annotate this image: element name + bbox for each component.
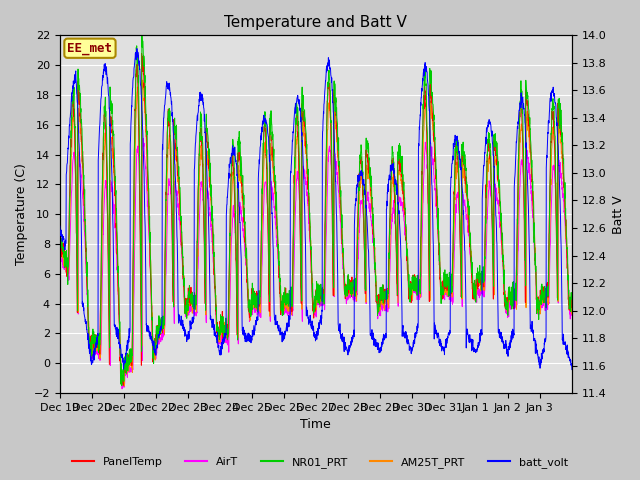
- AM25T_PRT: [56, 238, 63, 243]
- AM25T_PRT: [568, 308, 576, 313]
- PanelTemp: [218, 322, 226, 328]
- Line: batt_volt: batt_volt: [60, 48, 572, 370]
- AirT: [118, 386, 126, 392]
- AirT: [56, 247, 63, 253]
- batt_volt: [346, 344, 354, 350]
- PanelTemp: [107, 123, 115, 129]
- NR01_PRT: [561, 180, 569, 185]
- Line: NR01_PRT: NR01_PRT: [60, 36, 572, 385]
- X-axis label: Time: Time: [300, 419, 331, 432]
- NR01_PRT: [470, 285, 478, 290]
- batt_volt: [499, 337, 506, 343]
- AM25T_PRT: [139, 77, 147, 83]
- PanelTemp: [138, 51, 145, 57]
- NR01_PRT: [568, 296, 576, 302]
- PanelTemp: [499, 257, 507, 263]
- AirT: [140, 135, 147, 141]
- NR01_PRT: [118, 383, 125, 388]
- AM25T_PRT: [470, 287, 478, 292]
- PanelTemp: [120, 383, 127, 388]
- NR01_PRT: [347, 283, 355, 288]
- AirT: [218, 334, 226, 339]
- Line: AirT: AirT: [60, 138, 572, 389]
- PanelTemp: [568, 290, 576, 296]
- Title: Temperature and Batt V: Temperature and Batt V: [225, 15, 407, 30]
- Y-axis label: Temperature (C): Temperature (C): [15, 163, 28, 265]
- Legend: PanelTemp, AirT, NR01_PRT, AM25T_PRT, batt_volt: PanelTemp, AirT, NR01_PRT, AM25T_PRT, ba…: [68, 452, 572, 472]
- batt_volt: [107, 144, 115, 150]
- NR01_PRT: [218, 329, 226, 335]
- NR01_PRT: [56, 244, 63, 250]
- NR01_PRT: [138, 33, 146, 38]
- Line: AM25T_PRT: AM25T_PRT: [60, 80, 572, 386]
- AM25T_PRT: [347, 282, 355, 288]
- AM25T_PRT: [561, 201, 569, 207]
- Y-axis label: Batt V: Batt V: [612, 195, 625, 234]
- Text: EE_met: EE_met: [67, 42, 113, 55]
- AirT: [107, 179, 115, 184]
- batt_volt: [568, 367, 576, 372]
- PanelTemp: [347, 286, 355, 292]
- PanelTemp: [470, 296, 478, 301]
- AirT: [347, 290, 355, 296]
- batt_volt: [561, 340, 568, 346]
- batt_volt: [56, 223, 63, 229]
- AirT: [561, 219, 569, 225]
- AM25T_PRT: [499, 252, 507, 258]
- AM25T_PRT: [107, 135, 115, 141]
- NR01_PRT: [499, 257, 507, 263]
- batt_volt: [470, 349, 477, 355]
- AirT: [568, 305, 576, 311]
- PanelTemp: [561, 205, 569, 211]
- AM25T_PRT: [120, 383, 128, 389]
- batt_volt: [133, 46, 141, 51]
- PanelTemp: [56, 244, 63, 250]
- AirT: [499, 264, 507, 269]
- AM25T_PRT: [218, 331, 226, 336]
- AirT: [470, 297, 478, 302]
- batt_volt: [218, 347, 225, 352]
- Line: PanelTemp: PanelTemp: [60, 54, 572, 385]
- NR01_PRT: [107, 98, 115, 104]
